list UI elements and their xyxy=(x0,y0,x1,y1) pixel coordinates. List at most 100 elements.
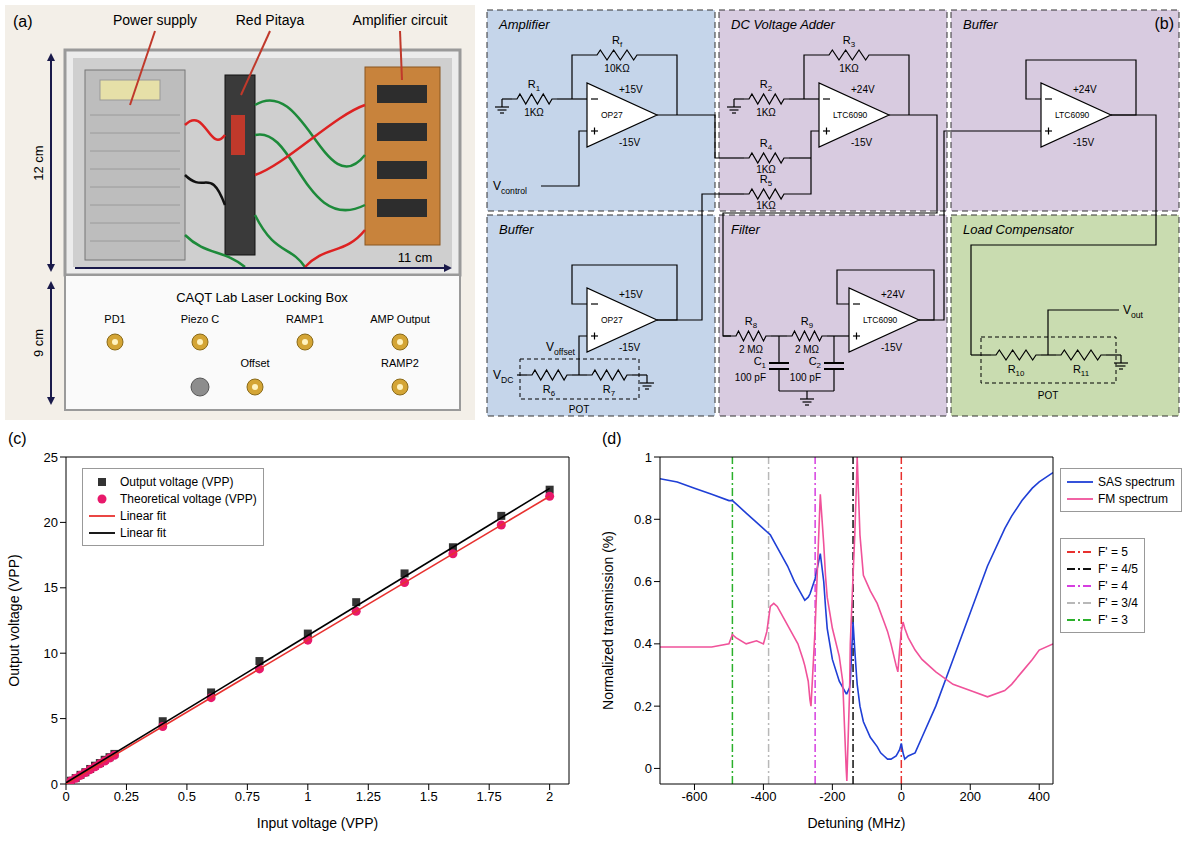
svg-text:Normalized transmission (%): Normalized transmission (%) xyxy=(600,531,616,710)
svg-text:RAMP2: RAMP2 xyxy=(381,357,419,369)
svg-text:1.75: 1.75 xyxy=(477,789,502,804)
svg-text:1.25: 1.25 xyxy=(356,789,381,804)
svg-text:(b): (b) xyxy=(1154,15,1174,32)
svg-text:-600: -600 xyxy=(681,789,707,804)
svg-text:Buffer: Buffer xyxy=(963,17,998,32)
svg-text:200: 200 xyxy=(959,789,981,804)
svg-text:LTC6090: LTC6090 xyxy=(1055,110,1090,120)
svg-text:Detuning (MHz): Detuning (MHz) xyxy=(807,815,905,831)
html-text:(c): (c) xyxy=(8,430,27,447)
svg-text:AMP Output: AMP Output xyxy=(370,313,430,325)
svg-text:R8: R8 xyxy=(745,315,758,330)
svg-text:-400: -400 xyxy=(750,789,776,804)
svg-text:CAQT Lab Laser Locking Box: CAQT Lab Laser Locking Box xyxy=(176,290,348,305)
svg-text:100 pF: 100 pF xyxy=(735,372,766,383)
svg-text:POT: POT xyxy=(1038,390,1059,401)
svg-text:9 cm: 9 cm xyxy=(31,329,46,357)
svg-text:Input voltage (VPP): Input voltage (VPP) xyxy=(257,815,378,831)
svg-text:R5: R5 xyxy=(760,173,773,188)
svg-text:0.75: 0.75 xyxy=(235,789,260,804)
svg-text:Vcontrol: Vcontrol xyxy=(493,179,527,196)
svg-text:+24V: +24V xyxy=(851,84,875,95)
svg-text:0.6: 0.6 xyxy=(634,574,652,589)
svg-text:Voffset: Voffset xyxy=(546,340,576,357)
svg-text:1: 1 xyxy=(645,450,652,465)
svg-text:R2: R2 xyxy=(760,78,772,93)
html-text:Theoretical voltage (VPP): Theoretical voltage (VPP) xyxy=(120,491,257,506)
svg-text:LTC6090: LTC6090 xyxy=(833,110,868,120)
svg-text:R6: R6 xyxy=(543,383,556,398)
html-text:Output voltage (VPP): Output voltage (VPP) xyxy=(120,474,234,489)
svg-text:Rf: Rf xyxy=(612,34,623,49)
svg-text:-15V: -15V xyxy=(619,137,640,148)
svg-text:11 cm: 11 cm xyxy=(398,250,432,265)
svg-text:1KΩ: 1KΩ xyxy=(756,107,776,118)
svg-text:1KΩ: 1KΩ xyxy=(756,200,776,211)
svg-text:12 cm: 12 cm xyxy=(31,145,46,180)
svg-text:R11: R11 xyxy=(1073,363,1090,378)
svg-text:15: 15 xyxy=(44,580,58,595)
svg-text:+24V: +24V xyxy=(1073,84,1097,95)
svg-text:DC Voltage Adder: DC Voltage Adder xyxy=(731,17,835,32)
svg-text:20: 20 xyxy=(44,515,58,530)
svg-text:Vout: Vout xyxy=(1123,303,1144,320)
svg-text:1KΩ: 1KΩ xyxy=(839,63,859,74)
svg-text:Red Pitaya: Red Pitaya xyxy=(236,12,305,28)
svg-text:POT: POT xyxy=(569,404,590,415)
svg-text:-15V: -15V xyxy=(1073,137,1094,148)
svg-text:0.2: 0.2 xyxy=(634,699,652,714)
html-text:(d): (d) xyxy=(602,430,622,447)
svg-text:C1: C1 xyxy=(754,355,767,370)
svg-text:Load Compensator: Load Compensator xyxy=(963,222,1074,237)
svg-text:Filter: Filter xyxy=(731,222,761,237)
svg-text:-15V: -15V xyxy=(619,342,640,353)
svg-text:VDC: VDC xyxy=(493,368,513,385)
svg-text:100 pF: 100 pF xyxy=(790,372,821,383)
svg-text:2 MΩ: 2 MΩ xyxy=(795,344,820,355)
svg-text:0.4: 0.4 xyxy=(634,636,652,651)
svg-text:Amplifier: Amplifier xyxy=(498,17,550,32)
svg-text:Amplifier circuit: Amplifier circuit xyxy=(353,12,448,28)
svg-text:R4: R4 xyxy=(760,137,773,152)
svg-text:2: 2 xyxy=(546,789,553,804)
svg-text:+15V: +15V xyxy=(619,84,643,95)
svg-text:+15V: +15V xyxy=(619,289,643,300)
svg-text:2 MΩ: 2 MΩ xyxy=(739,344,764,355)
svg-text:OP27: OP27 xyxy=(601,315,623,325)
svg-text:-15V: -15V xyxy=(851,137,872,148)
svg-text:PD1: PD1 xyxy=(104,313,125,325)
svg-text:R1: R1 xyxy=(528,78,541,93)
svg-text:RAMP1: RAMP1 xyxy=(286,313,324,325)
svg-text:0.8: 0.8 xyxy=(634,512,652,527)
svg-text:5: 5 xyxy=(51,711,58,726)
svg-text:OP27: OP27 xyxy=(601,110,623,120)
svg-text:-15V: -15V xyxy=(881,342,902,353)
svg-text:R7: R7 xyxy=(603,383,615,398)
svg-text:(a): (a) xyxy=(13,13,33,30)
svg-text:Piezo C: Piezo C xyxy=(181,313,220,325)
svg-text:1: 1 xyxy=(304,789,311,804)
svg-text:0: 0 xyxy=(898,789,905,804)
svg-text:R9: R9 xyxy=(801,315,814,330)
svg-text:0: 0 xyxy=(645,761,652,776)
svg-text:10: 10 xyxy=(44,646,58,661)
svg-text:Output voltage (VPP): Output voltage (VPP) xyxy=(6,554,22,686)
svg-text:10KΩ: 10KΩ xyxy=(604,63,630,74)
svg-text:LTC6090: LTC6090 xyxy=(863,315,898,325)
svg-text:0.25: 0.25 xyxy=(114,789,139,804)
svg-text:Power supply: Power supply xyxy=(113,12,197,28)
svg-text:1KΩ: 1KΩ xyxy=(524,107,544,118)
svg-text:-200: -200 xyxy=(819,789,845,804)
svg-text:0.5: 0.5 xyxy=(178,789,196,804)
svg-text:0: 0 xyxy=(62,789,69,804)
svg-text:0: 0 xyxy=(51,777,58,792)
svg-text:+24V: +24V xyxy=(881,289,905,300)
svg-text:R3: R3 xyxy=(843,34,856,49)
svg-text:Buffer: Buffer xyxy=(499,222,534,237)
svg-text:Offset: Offset xyxy=(240,357,269,369)
svg-text:25: 25 xyxy=(44,450,58,465)
svg-text:R10: R10 xyxy=(1008,363,1025,378)
svg-text:1.5: 1.5 xyxy=(420,789,438,804)
svg-text:400: 400 xyxy=(1028,789,1050,804)
svg-text:C2: C2 xyxy=(809,355,821,370)
